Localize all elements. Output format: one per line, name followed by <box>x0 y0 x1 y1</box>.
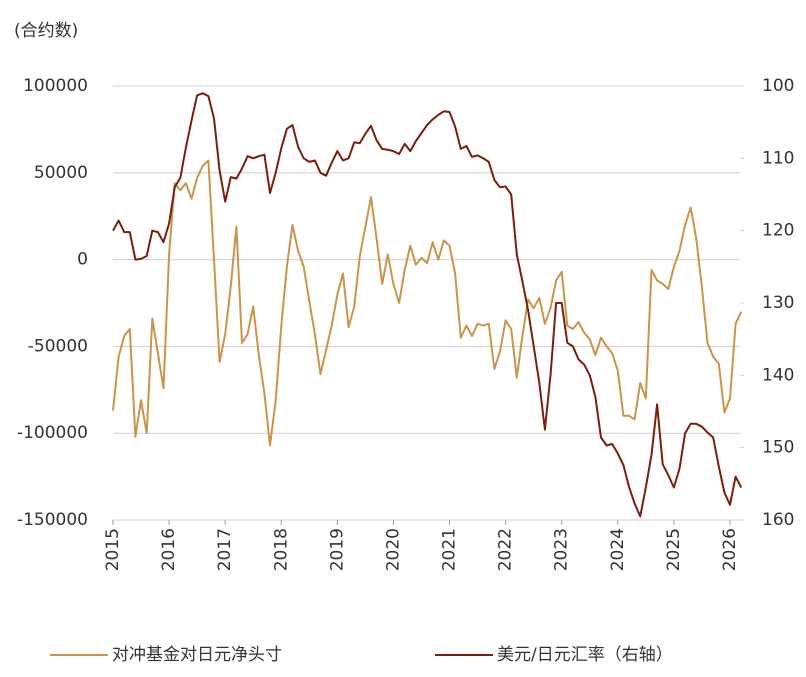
x-tick-label: 2016 <box>159 528 179 571</box>
series-line <box>112 159 743 447</box>
y-tick-label: -100000 <box>17 423 88 443</box>
x-tick-label: 2025 <box>664 528 684 571</box>
y-tick-label: 50000 <box>34 163 88 183</box>
x-tick-label: 2026 <box>720 528 740 571</box>
y-tick-label: 100000 <box>23 76 88 96</box>
x-tick-label: 2023 <box>552 528 572 571</box>
y-tick-label: -50000 <box>28 336 88 356</box>
y2-tick-label: 140 <box>762 365 794 385</box>
y2-tick-label: 150 <box>762 438 794 458</box>
legend-label: 对冲基金对日元净头寸 <box>112 645 282 665</box>
y2-tick-label: 160 <box>762 510 794 530</box>
y-tick-label: -150000 <box>17 510 88 530</box>
y2-tick-label: 110 <box>762 148 794 168</box>
y-tick-label: 0 <box>77 250 88 270</box>
y2-tick-label: 130 <box>762 293 794 313</box>
y-axis-unit: (合约数) <box>14 21 78 41</box>
x-tick-label: 2015 <box>103 528 123 571</box>
x-tick-label: 2024 <box>608 528 628 571</box>
series-line <box>112 92 743 518</box>
x-tick-label: 2017 <box>215 528 235 571</box>
x-tick-label: 2018 <box>271 528 291 571</box>
legend-label: 美元/日元汇率（右轴） <box>497 645 673 665</box>
x-tick-label: 2019 <box>327 528 347 571</box>
x-tick-label: 2020 <box>383 528 403 571</box>
y2-tick-label: 100 <box>762 76 794 96</box>
x-tick-label: 2022 <box>496 528 516 571</box>
y2-tick-label: 120 <box>762 221 794 241</box>
x-tick-label: 2021 <box>440 528 460 571</box>
